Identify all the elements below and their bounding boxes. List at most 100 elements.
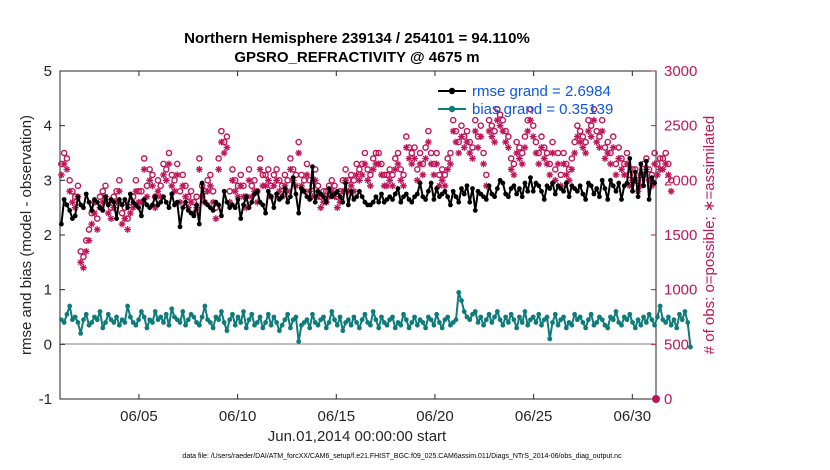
bias-point	[635, 317, 641, 323]
bias-point	[114, 314, 119, 320]
obs-possible-point	[259, 171, 267, 179]
obs-assimilated-point	[240, 193, 247, 201]
rmse-point	[448, 202, 453, 208]
rmse-point	[290, 175, 296, 181]
obs-possible-point	[538, 133, 545, 140]
obs-assimilated-point	[173, 171, 181, 179]
obs-assimilated-point	[607, 160, 614, 168]
bias-point	[497, 317, 503, 323]
obs-possible-point	[154, 177, 162, 184]
rmse-point	[403, 191, 409, 197]
bias-point	[152, 309, 158, 314]
rmse-point	[194, 202, 199, 208]
obs-assimilated-point	[104, 209, 112, 217]
obs-assimilated-point	[206, 182, 214, 190]
rmse-point	[599, 177, 605, 183]
bias-point	[144, 325, 150, 331]
rmse-point	[423, 197, 429, 202]
rmse-point	[103, 194, 108, 200]
bias-point	[191, 314, 197, 320]
bias-point	[89, 320, 95, 325]
obs-possible-point	[204, 177, 211, 184]
bias-point	[125, 303, 131, 309]
obs-assimilated-point	[653, 171, 661, 179]
bias-point	[227, 317, 233, 323]
bias-point	[652, 322, 658, 328]
rmse-point	[627, 156, 633, 161]
bias-point	[503, 314, 509, 320]
obs-assimilated-point	[121, 215, 129, 222]
y-right-tick-label: 2000	[664, 172, 697, 189]
bias-point	[141, 314, 147, 320]
obs-possible-point	[521, 133, 529, 140]
obs-possible-point	[361, 149, 369, 157]
rmse-point	[326, 186, 332, 191]
obs-assimilated-point	[204, 187, 212, 195]
obs-assimilated-point	[665, 171, 672, 179]
bias-point	[632, 325, 638, 331]
obs-assimilated-point	[66, 187, 74, 195]
bias-point	[232, 322, 238, 328]
y-right-tick-label: 1500	[664, 227, 697, 244]
obs-possible-point	[483, 171, 490, 179]
rmse-point	[285, 199, 291, 205]
bias-point	[293, 314, 299, 320]
legend: rmse grand = 2.6984 bias grand = 0.35139	[438, 83, 613, 118]
obs-assimilated-point	[596, 144, 603, 151]
obs-possible-point	[560, 149, 567, 157]
rmse-point	[563, 180, 569, 186]
obs-assimilated-point	[590, 116, 598, 124]
bias-point	[362, 311, 368, 317]
rmse-point	[536, 183, 542, 189]
bias-point	[585, 317, 591, 323]
bias-point	[494, 309, 500, 314]
obs-assimilated-point	[565, 176, 573, 184]
bias-point	[666, 314, 671, 320]
rmse-point	[638, 161, 644, 167]
obs-assimilated-point	[124, 226, 132, 233]
bias-point	[321, 314, 326, 320]
rmse-point	[359, 194, 365, 200]
bias-point	[436, 320, 442, 325]
bias-point	[677, 311, 682, 317]
bias-point	[500, 322, 506, 328]
obs-assimilated-point	[549, 149, 556, 157]
bias-point	[674, 325, 680, 331]
rmse-point	[75, 194, 81, 200]
bias-point	[356, 325, 362, 331]
rmse-point	[279, 194, 285, 200]
rmse-point	[161, 194, 166, 200]
bias-point	[279, 322, 285, 328]
bias-point	[663, 320, 669, 325]
obs-assimilated-point	[480, 160, 487, 168]
obs-assimilated-point	[115, 187, 123, 195]
obs-assimilated-point	[527, 116, 534, 124]
bias-point	[224, 328, 230, 334]
obs-assimilated-point	[350, 187, 358, 195]
obs-assimilated-point	[455, 149, 463, 157]
rmse-point	[310, 164, 315, 170]
bias-point	[580, 320, 586, 325]
obs-possible-point	[171, 177, 178, 184]
obs-assimilated-point	[419, 171, 427, 179]
obs-possible-point	[532, 138, 540, 146]
rmse-point	[652, 180, 658, 186]
rmse-point	[459, 186, 464, 191]
obs-possible-point	[196, 155, 203, 162]
rmse-point	[591, 191, 597, 197]
obs-assimilated-point	[400, 182, 407, 190]
obs-assimilated-point	[391, 166, 399, 173]
obs-assimilated-point	[474, 144, 482, 151]
bias-point	[133, 322, 139, 328]
obs-possible-point	[529, 122, 537, 129]
bias-point	[605, 325, 611, 331]
obs-assimilated-point	[471, 127, 479, 135]
obs-possible-point	[245, 166, 253, 173]
rmse-point	[158, 199, 164, 205]
obs-assimilated-point	[286, 166, 294, 173]
obs-assimilated-point	[504, 144, 512, 151]
bias-point	[569, 322, 575, 328]
obs-assimilated-point	[626, 182, 634, 190]
obs-assimilated-point	[496, 122, 504, 130]
obs-possible-point	[116, 177, 123, 184]
